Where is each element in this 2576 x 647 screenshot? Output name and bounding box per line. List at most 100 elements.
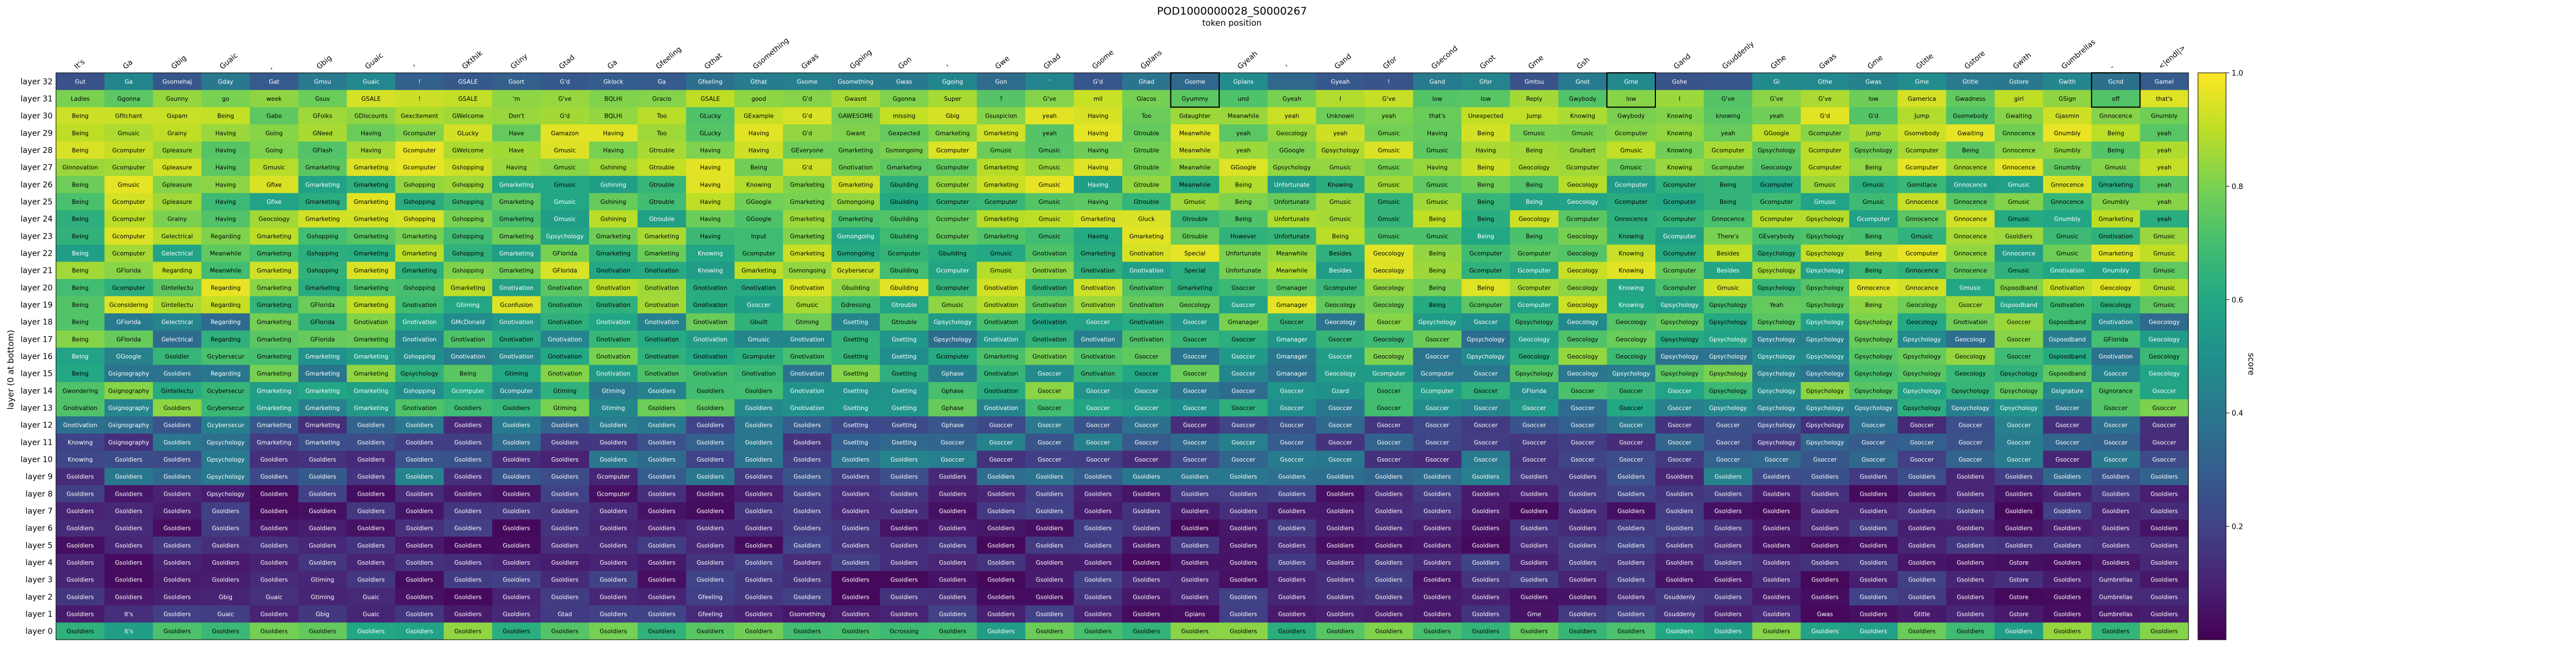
heatmap-cell [1607,537,1656,555]
heatmap-cell [153,399,202,417]
heatmap-cell [880,244,929,262]
cell-token: Gmarketing [2098,181,2133,188]
cell-token: Gnotivation [1033,250,1067,257]
cell-token: Gnumbly [2102,199,2129,206]
cell-token: Gsoldiers [115,542,142,549]
heatmap-cell [540,416,590,434]
cell-token: Gsoldiers [987,629,1015,635]
cell-token: Gsoldiers [1472,491,1500,497]
cell-token: Gmarketing [257,285,292,291]
heatmap-cell [153,588,202,606]
cell-token: Gsoldiers [309,542,337,549]
heatmap-cell [637,502,687,520]
heatmap-cell [1704,210,1753,228]
cell-token: Gnotivation [403,319,437,326]
cell-token: Gmusic [2153,268,2175,274]
cell-token: Gsoldiers [454,457,482,463]
cell-token: Gsoccer [1474,457,1498,463]
heatmap-cell [1897,434,1947,451]
heatmap-cell [56,382,105,400]
heatmap-cell [1704,90,1753,108]
cell-token: Gsoldiers [1957,560,1984,566]
heatmap-cell [831,365,880,383]
cell-token: Gcomputer [936,147,969,154]
heatmap-cell [2091,141,2140,159]
heatmap-cell [201,210,250,228]
heatmap-cell [1074,553,1123,571]
cell-token: Gsoldiers [260,491,288,497]
heatmap-cell [1413,382,1462,400]
cell-token: Gsoldiers [1230,560,1257,566]
cell-token: Gsoldiers [987,577,1015,584]
row-tick: layer 2 [26,593,53,602]
heatmap-cell [1461,365,1510,383]
heatmap-cell [928,450,977,468]
cell-token: Gsoldiers [67,629,94,635]
cell-token: Gsoldiers [1327,594,1354,601]
heatmap-cell [1655,279,1705,297]
heatmap-cell [540,90,590,108]
cell-token: Gsoldiers [551,474,578,481]
cell-token: Gcomputer [1469,268,1502,274]
heatmap-cell [1607,313,1656,331]
heatmap-cell [637,90,687,108]
cell-token: GGoogle [746,216,771,223]
plot-frame [55,72,2189,640]
cell-token: Gsoldiers [1617,508,1645,515]
cell-token: go [222,96,229,103]
heatmap-cell [1364,73,1413,91]
heatmap-cell [1849,313,1898,331]
heatmap-cell [1800,468,1850,486]
heatmap-cell [1849,519,1898,537]
heatmap-cell [1316,279,1365,297]
heatmap-cell [1655,124,1705,142]
heatmap-cell [1607,434,1656,451]
cell-token: Gsoccer [1861,457,1886,463]
cell-token: Gcomputer [743,353,776,360]
heatmap-cell [928,485,977,503]
heatmap-cell [444,450,493,468]
heatmap-cells: Gut Ga Gsomehaj Gday Gat Gmsu Guaic! GSALE Gsort… [56,73,2189,640]
cell-token: Gsoldiers [1327,611,1354,618]
cell-token: Gtrouble [649,216,674,223]
row-tick: layer 19 [21,301,53,310]
heatmap-cell [2091,193,2140,211]
heatmap-cell [201,279,250,297]
heatmap-cell [1849,279,1898,297]
cell-token: Gnotivation [451,336,485,343]
cell-token: Gnotivation [645,336,679,343]
heatmap-cell [56,176,105,194]
cell-token: Gpsychology [1758,405,1796,412]
heatmap-cell [1946,262,1995,280]
cell-token: Gday [218,78,233,85]
heatmap-cell [2140,502,2189,520]
cell-token: Gcomputer [1711,165,1744,171]
cell-token: Gsoldiers [1472,542,1500,549]
column-tick: Gsecond [1430,44,1459,71]
heatmap-cell [153,331,202,348]
cell-token: Gpsychology [1322,147,1360,154]
row-tick: layer 6 [26,524,53,533]
heatmap-cell [1607,227,1656,245]
heatmap-cell [1849,502,1898,520]
cell-token: und [1238,96,1249,103]
cell-token: Gsoccer [1231,371,1256,378]
heatmap-cell [1897,141,1947,159]
cell-token: Gpsychology [1806,216,1844,223]
cell-token: Gsoldiers [987,594,1015,601]
cell-token: Gnotivation [1130,285,1164,291]
cell-token: Gsoldiers [648,542,675,549]
cell-token: Gsoldiers [1181,525,1208,532]
heatmap-cell [250,159,299,176]
heatmap-cell [1122,244,1172,262]
cell-token: Gnnocence [2003,130,2036,137]
heatmap-cell [1219,553,1268,571]
heatmap-cell [734,331,783,348]
heatmap-cell [831,159,880,176]
heatmap-cell [734,382,783,400]
heatmap-cell [637,434,687,451]
cell-token: Gsoldiers [600,439,627,446]
cell-token: Gshopping [452,250,484,257]
heatmap-cell [444,399,493,417]
cell-token: low [1868,96,1878,103]
